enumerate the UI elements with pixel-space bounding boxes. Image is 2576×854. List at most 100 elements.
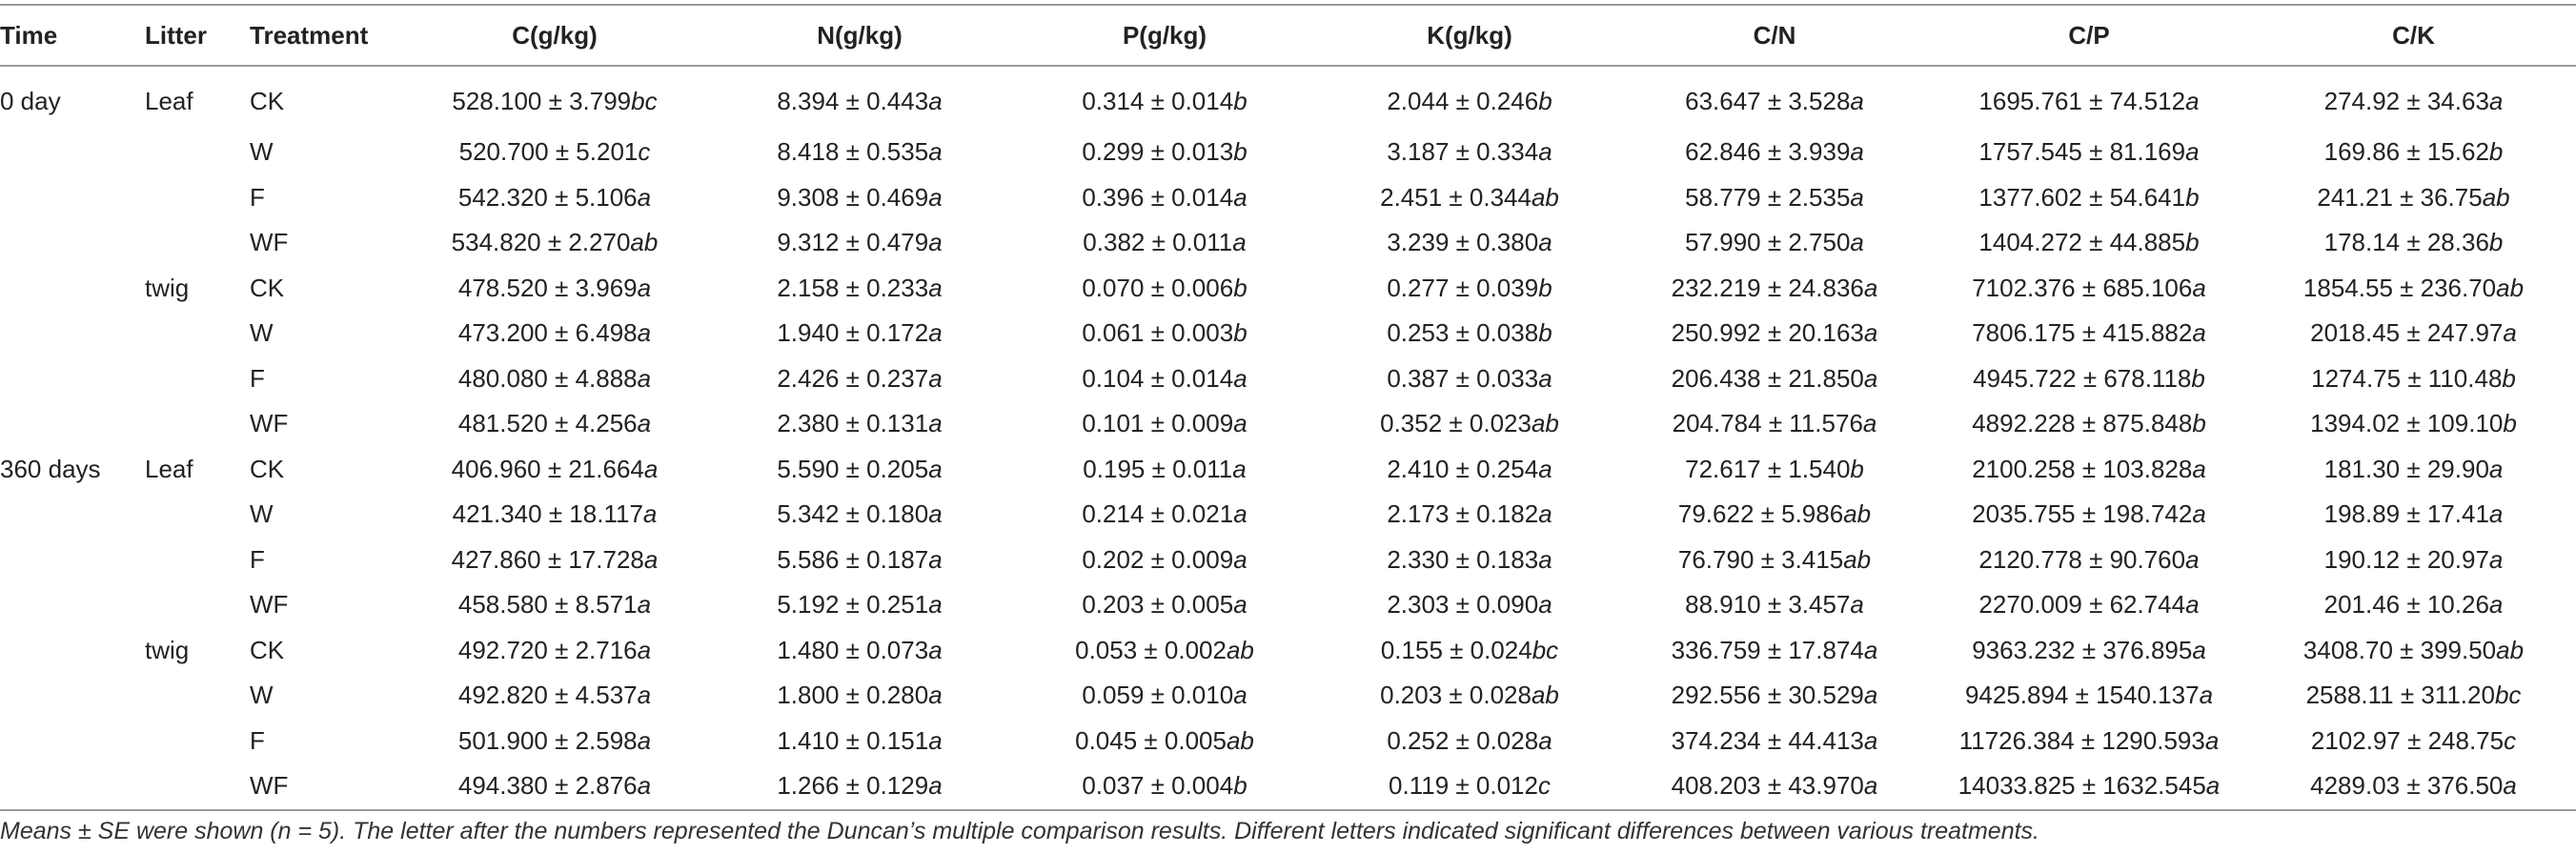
significance-letter: a	[642, 499, 658, 529]
value-cell: 5.342 ± 0.180a	[707, 492, 1012, 538]
mean-se-value: 2.330 ± 0.183	[1387, 544, 1539, 574]
time-cell	[0, 763, 145, 811]
value-cell: 79.622 ± 5.986ab	[1622, 492, 1927, 538]
value-cell: 204.784 ± 11.576a	[1622, 401, 1927, 447]
treatment-cell: F	[250, 182, 265, 212]
significance-letter: b	[2488, 228, 2504, 257]
mean-se-value: 1757.545 ± 81.169	[1978, 137, 2186, 167]
significance-letter: a	[643, 544, 659, 574]
mean-se-value: 2018.45 ± 247.97	[2310, 318, 2504, 348]
mean-se-value: 181.30 ± 29.90	[2323, 454, 2489, 483]
value-cell: 2018.45 ± 247.97a	[2251, 311, 2576, 356]
significance-letter: a	[1538, 590, 1552, 620]
mean-se-value: 4289.03 ± 376.50	[2310, 771, 2504, 801]
significance-letter: a	[2185, 137, 2200, 167]
header-cell: C/N	[1622, 4, 1927, 67]
value-cell: 0.214 ± 0.021a	[1012, 492, 1317, 538]
table-footnote: Means ± SE were shown (n = 5). The lette…	[0, 818, 2040, 844]
significance-letter: b	[2502, 363, 2516, 393]
significance-letter: a	[928, 454, 943, 483]
significance-letter: a	[2199, 681, 2214, 710]
mean-se-value: 3.187 ± 0.334	[1387, 137, 1539, 167]
significance-letter: a	[928, 771, 943, 801]
significance-letter: b	[1233, 318, 1247, 348]
mean-se-value: 0.104 ± 0.014	[1082, 363, 1234, 393]
value-cell: 4892.228 ± 875.848b	[1927, 401, 2251, 447]
mean-se-value: 5.586 ± 0.187	[777, 544, 929, 574]
significance-letter: a	[928, 409, 943, 438]
value-cell: 11726.384 ± 1290.593a	[1927, 719, 2251, 764]
significance-letter: a	[1233, 681, 1247, 710]
table-row: twig CK 492.720 ± 2.716a 1.480 ± 0.073a 0.05…	[0, 628, 2576, 674]
value-cell: 0.382 ± 0.011a	[1012, 220, 1317, 266]
mean-se-value: 0.203 ± 0.005	[1082, 590, 1234, 620]
value-cell: 190.12 ± 20.97a	[2251, 538, 2576, 583]
mean-se-value: 1854.55 ± 236.70	[2302, 273, 2497, 302]
value-cell: 528.100 ± 3.799bc	[402, 66, 707, 130]
significance-letter: a	[1863, 681, 1878, 710]
significance-letter: a	[2192, 499, 2206, 529]
value-cell: 14033.825 ± 1632.545a	[1927, 763, 2251, 811]
significance-letter: a	[2503, 771, 2517, 801]
mean-se-value: 232.219 ± 24.836	[1671, 273, 1864, 302]
litter-cell	[145, 492, 250, 538]
mean-se-value: 58.779 ± 2.535	[1685, 182, 1851, 212]
value-cell: 58.779 ± 2.535a	[1622, 175, 1927, 221]
mean-se-value: 421.340 ± 18.117	[452, 499, 643, 529]
mean-se-value: 2102.97 ± 248.75	[2310, 725, 2505, 755]
significance-letter: b	[2185, 182, 2200, 212]
value-cell: 1854.55 ± 236.70ab	[2251, 266, 2576, 312]
mean-se-value: 201.46 ± 10.26	[2323, 590, 2489, 620]
value-cell: 0.277 ± 0.039b	[1317, 266, 1622, 312]
significance-letter: a	[1863, 273, 1878, 302]
time-cell: 0 day	[0, 86, 61, 115]
value-cell: 0.104 ± 0.014a	[1012, 356, 1317, 402]
value-cell: 0.045 ± 0.005ab	[1012, 719, 1317, 764]
mean-se-value: 9363.232 ± 376.895	[1972, 635, 2193, 664]
value-cell: 520.700 ± 5.201c	[402, 130, 707, 175]
mean-se-value: 0.252 ± 0.028	[1387, 725, 1539, 755]
value-cell: 1377.602 ± 54.641b	[1927, 175, 2251, 221]
significance-letter: b	[1233, 137, 1247, 167]
significance-letter: ab	[1531, 409, 1559, 438]
value-cell: 198.89 ± 17.41a	[2251, 492, 2576, 538]
mean-se-value: 0.314 ± 0.014	[1082, 86, 1234, 115]
mean-se-value: 2270.009 ± 62.744	[1978, 590, 2186, 620]
treatment-cell: W	[250, 499, 274, 529]
significance-letter: c	[1537, 771, 1551, 801]
significance-letter: a	[1538, 499, 1552, 529]
significance-letter: a	[928, 499, 943, 529]
significance-letter: b	[1233, 273, 1247, 302]
value-cell: 534.820 ± 2.270ab	[402, 220, 707, 266]
value-cell: 2035.755 ± 198.742a	[1927, 492, 2251, 538]
significance-letter: a	[1862, 409, 1877, 438]
table-row: F 480.080 ± 4.888a 2.426 ± 0.237a 0.104 ± 0…	[0, 356, 2576, 402]
mean-se-value: 2.410 ± 0.254	[1387, 454, 1539, 483]
significance-letter: ab	[1226, 635, 1254, 664]
mean-se-value: 0.202 ± 0.009	[1082, 544, 1234, 574]
significance-letter: b	[1538, 86, 1552, 115]
mean-se-value: 1.266 ± 0.129	[777, 771, 929, 801]
header-cell: C/P	[1927, 4, 2251, 67]
mean-se-value: 169.86 ± 15.62	[2323, 137, 2489, 167]
significance-letter: b	[2488, 137, 2504, 167]
significance-letter: a	[1232, 228, 1247, 257]
table-row: 360 days Leaf CK 406.960 ± 21.664a 5.590 ± 0…	[0, 447, 2576, 493]
value-cell: 0.387 ± 0.033a	[1317, 356, 1622, 402]
table-row: 0 day Leaf CK 528.100 ± 3.799bc 8.394 ± 0.44…	[0, 66, 2576, 130]
mean-se-value: 2.380 ± 0.131	[777, 409, 929, 438]
value-cell: 2.044 ± 0.246b	[1317, 66, 1622, 130]
significance-letter: a	[637, 635, 652, 664]
value-cell: 1.480 ± 0.073a	[707, 628, 1012, 674]
mean-se-value: 542.320 ± 5.106	[457, 182, 638, 212]
mean-se-value: 0.299 ± 0.013	[1082, 137, 1234, 167]
mean-se-value: 3408.70 ± 399.50	[2302, 635, 2497, 664]
mean-se-value: 473.200 ± 6.498	[457, 318, 638, 348]
mean-se-value: 0.070 ± 0.006	[1082, 273, 1234, 302]
treatment-cell: WF	[250, 763, 402, 811]
litter-cell	[145, 356, 250, 402]
header-cell: P(g/kg)	[1012, 4, 1317, 67]
value-cell: 63.647 ± 3.528a	[1622, 66, 1927, 130]
value-cell: 2.380 ± 0.131a	[707, 401, 1012, 447]
significance-letter: a	[637, 363, 652, 393]
